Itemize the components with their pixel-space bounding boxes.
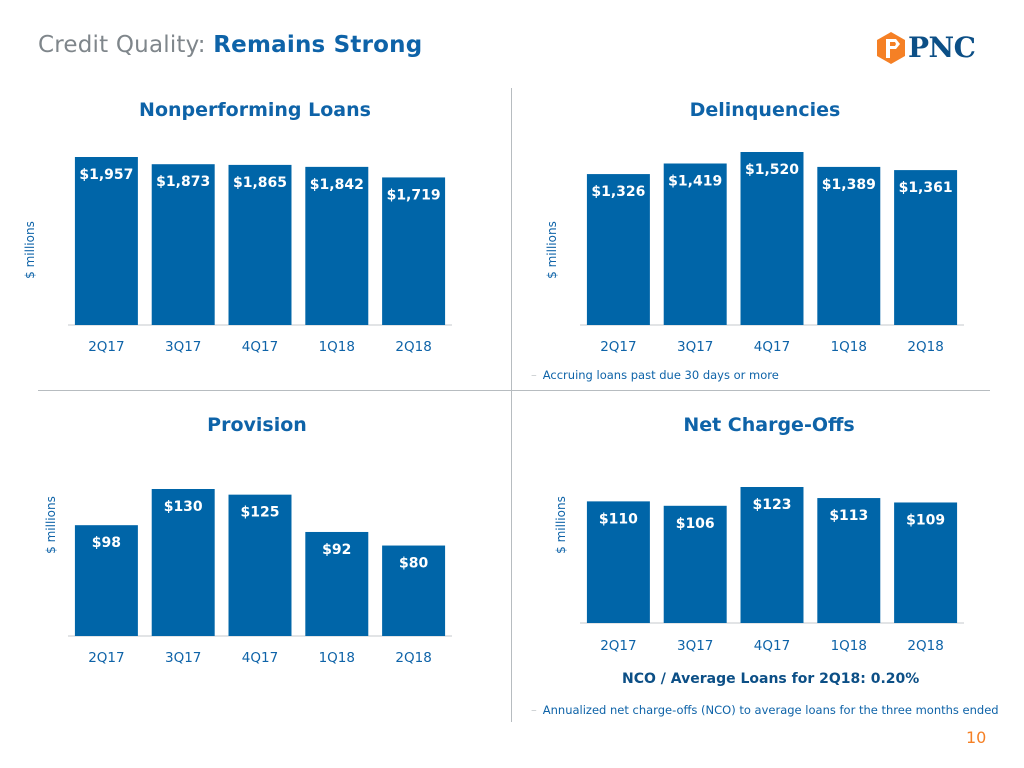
page-title: Credit Quality: Remains Strong bbox=[38, 32, 422, 58]
data-label: $125 bbox=[241, 505, 280, 521]
bar-delinquencies-4q17 bbox=[740, 152, 804, 325]
data-label: $1,326 bbox=[591, 184, 645, 200]
bar-nonperforming-loans-2q18 bbox=[382, 177, 446, 325]
bar-delinquencies-3q17 bbox=[663, 163, 727, 325]
pnc-logo: PNC bbox=[876, 30, 990, 66]
x-tick-label: 2Q18 bbox=[395, 650, 431, 666]
x-tick-label: 2Q17 bbox=[600, 339, 636, 355]
data-label: $1,389 bbox=[822, 177, 876, 193]
x-tick-label: 3Q17 bbox=[165, 339, 201, 355]
footnote-delinquencies-text: Accruing loans past due 30 days or more bbox=[542, 368, 779, 382]
data-label: $109 bbox=[906, 512, 945, 528]
x-tick-label: 2Q18 bbox=[395, 339, 431, 355]
data-label: $1,719 bbox=[387, 187, 441, 203]
bar-nonperforming-loans-2q17 bbox=[74, 157, 138, 325]
horizontal-divider bbox=[38, 390, 990, 391]
bar-nonperforming-loans-3q17 bbox=[151, 164, 215, 325]
x-tick-label: 4Q17 bbox=[242, 650, 278, 666]
chart-title-net-charge-offs: Net Charge-Offs bbox=[683, 414, 855, 436]
vertical-divider bbox=[511, 88, 512, 722]
bar-net-charge-offs-1q18 bbox=[817, 498, 881, 623]
data-label: $1,520 bbox=[745, 162, 799, 178]
data-label: $1,957 bbox=[79, 167, 133, 183]
bar-net-charge-offs-4q17 bbox=[740, 487, 804, 623]
x-tick-label: 1Q18 bbox=[831, 339, 867, 355]
bar-provision-2q17 bbox=[74, 525, 138, 636]
x-tick-label: 3Q17 bbox=[165, 650, 201, 666]
x-tick-label: 2Q17 bbox=[88, 339, 124, 355]
x-tick-label: 4Q17 bbox=[754, 339, 790, 355]
data-label: $1,361 bbox=[899, 180, 953, 196]
bar-net-charge-offs-3q17 bbox=[663, 505, 727, 623]
y-axis-label: $ millions bbox=[554, 496, 568, 554]
y-axis-label: $ millions bbox=[545, 221, 559, 279]
bar-provision-1q18 bbox=[305, 531, 369, 636]
bar-delinquencies-2q17 bbox=[586, 174, 650, 325]
footnote-nco-text: Annualized net charge-offs (NCO) to aver… bbox=[542, 703, 999, 717]
bar-net-charge-offs-2q18 bbox=[894, 502, 958, 623]
title-prefix: Credit Quality: bbox=[38, 32, 214, 58]
bar-provision-2q18 bbox=[382, 545, 446, 636]
data-label: $106 bbox=[676, 516, 715, 532]
x-tick-label: 3Q17 bbox=[677, 638, 713, 654]
chart-title-delinquencies: Delinquencies bbox=[689, 99, 841, 121]
footnote-delinquencies: – Accruing loans past due 30 days or more bbox=[531, 368, 779, 382]
data-label: $80 bbox=[399, 556, 428, 572]
bar-net-charge-offs-2q17 bbox=[586, 501, 650, 623]
x-tick-label: 4Q17 bbox=[754, 638, 790, 654]
nco-ratio: NCO / Average Loans for 2Q18: 0.20% bbox=[622, 671, 920, 687]
data-label: $1,419 bbox=[668, 173, 722, 189]
bar-delinquencies-1q18 bbox=[817, 166, 881, 325]
bar-nonperforming-loans-1q18 bbox=[305, 166, 369, 325]
data-label: $92 bbox=[322, 542, 351, 558]
data-label: $1,865 bbox=[233, 175, 287, 191]
data-label: $123 bbox=[753, 497, 792, 513]
data-label: $1,842 bbox=[310, 177, 364, 193]
data-label: $130 bbox=[164, 499, 203, 515]
bar-provision-4q17 bbox=[228, 494, 292, 636]
y-axis-label: $ millions bbox=[23, 221, 37, 279]
pnc-mark-icon bbox=[877, 32, 905, 64]
x-tick-label: 3Q17 bbox=[677, 339, 713, 355]
data-label: $1,873 bbox=[156, 174, 210, 190]
bar-delinquencies-2q18 bbox=[894, 170, 958, 325]
chart-title-nonperforming-loans: Nonperforming Loans bbox=[139, 99, 371, 121]
footnote-nco: – Annualized net charge-offs (NCO) to ave… bbox=[531, 703, 999, 717]
x-tick-label: 1Q18 bbox=[831, 638, 867, 654]
title-accent: Remains Strong bbox=[213, 32, 423, 58]
bar-provision-3q17 bbox=[151, 489, 215, 636]
x-tick-label: 1Q18 bbox=[319, 339, 355, 355]
x-tick-label: 2Q18 bbox=[907, 339, 943, 355]
bar-nonperforming-loans-4q17 bbox=[228, 164, 292, 325]
data-label: $98 bbox=[92, 535, 121, 551]
logo-text: PNC bbox=[908, 31, 976, 64]
x-tick-label: 1Q18 bbox=[319, 650, 355, 666]
chart-title-provision: Provision bbox=[207, 414, 307, 436]
x-tick-label: 4Q17 bbox=[242, 339, 278, 355]
x-tick-label: 2Q17 bbox=[600, 638, 636, 654]
data-label: $110 bbox=[599, 511, 638, 527]
y-axis-label: $ millions bbox=[44, 496, 58, 554]
x-tick-label: 2Q17 bbox=[88, 650, 124, 666]
data-label: $113 bbox=[829, 508, 868, 524]
x-tick-label: 2Q18 bbox=[907, 638, 943, 654]
page-number: 10 bbox=[966, 728, 987, 747]
